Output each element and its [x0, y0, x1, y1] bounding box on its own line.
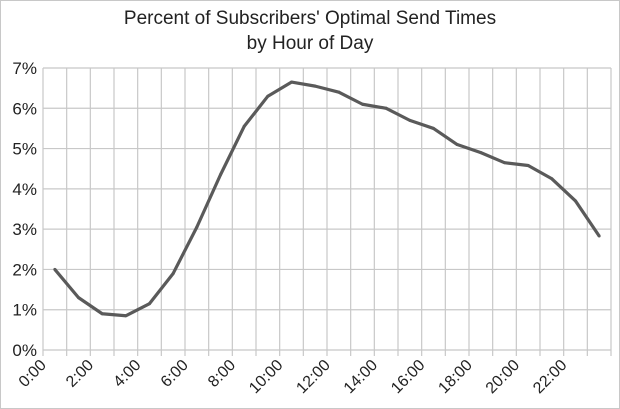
- x-tick-label: 10:00: [246, 357, 286, 397]
- data-point: [503, 161, 506, 165]
- x-tick-label: 18:00: [435, 357, 475, 397]
- data-point: [171, 271, 175, 275]
- y-tick-label: 0%: [12, 341, 37, 360]
- x-tick-label: 0:00: [16, 357, 50, 391]
- data-point: [597, 234, 601, 238]
- data-point: [313, 84, 317, 88]
- data-point: [574, 199, 577, 203]
- data-point: [219, 173, 222, 177]
- y-tick-label: 4%: [12, 180, 37, 199]
- x-tick-label: 14:00: [341, 357, 381, 397]
- data-point: [361, 102, 364, 106]
- chart-subtitle: by Hour of Day: [246, 33, 374, 54]
- data-point: [53, 267, 57, 271]
- data-point: [432, 126, 435, 130]
- series-line: [53, 80, 601, 318]
- y-tick-label: 1%: [12, 301, 37, 320]
- data-point: [526, 163, 530, 167]
- data-point: [100, 312, 104, 316]
- data-point: [337, 90, 341, 94]
- y-tick-label: 6%: [12, 99, 37, 118]
- x-tick-label: 16:00: [388, 357, 428, 397]
- data-point: [455, 143, 459, 147]
- data-point: [384, 106, 388, 110]
- y-tick-label: 5%: [12, 140, 37, 159]
- x-tick-label: 12:00: [293, 357, 333, 397]
- data-point: [408, 118, 412, 122]
- y-tick-label: 7%: [12, 59, 37, 78]
- y-tick-label: 2%: [12, 260, 37, 279]
- x-tick-label: 6:00: [158, 357, 192, 391]
- data-point: [242, 124, 246, 128]
- data-point: [550, 177, 554, 181]
- data-point: [479, 151, 483, 155]
- x-tick-label: 20:00: [483, 357, 523, 397]
- y-tick-label: 3%: [12, 220, 37, 239]
- x-tick-label: 2:00: [63, 357, 97, 391]
- data-point: [290, 80, 293, 84]
- data-point: [195, 225, 199, 229]
- data-point: [148, 302, 151, 306]
- data-point: [266, 94, 270, 98]
- data-point: [77, 296, 80, 300]
- chart-title: Percent of Subscribers' Optimal Send Tim…: [123, 8, 497, 29]
- x-tick-label: 22:00: [530, 357, 570, 397]
- data-point: [124, 314, 128, 318]
- x-tick-label: 4:00: [110, 357, 144, 391]
- x-tick-label: 8:00: [205, 357, 239, 391]
